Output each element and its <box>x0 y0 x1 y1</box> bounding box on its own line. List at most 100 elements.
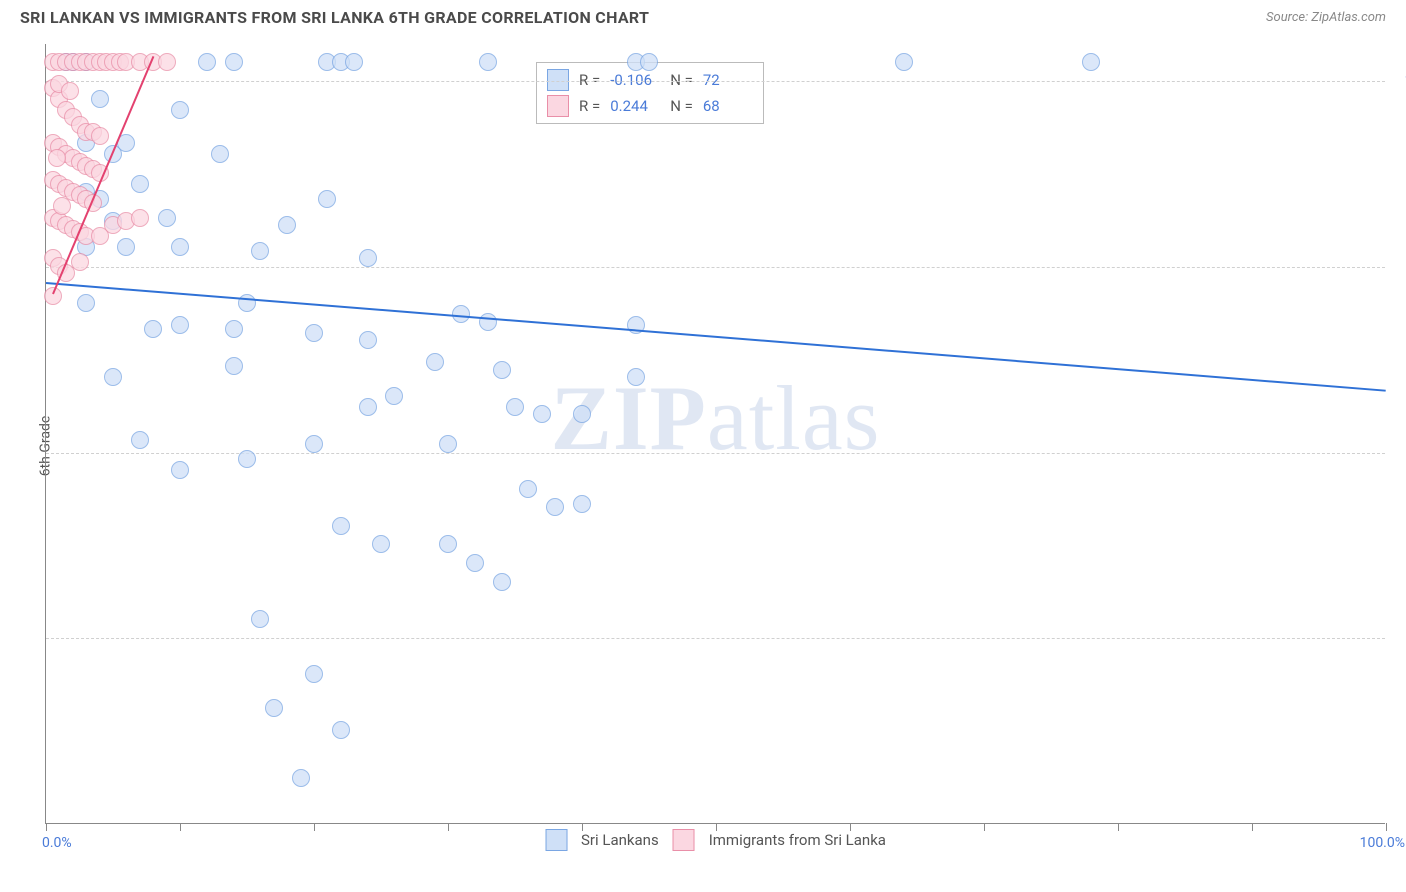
series-legend: Sri Lankans Immigrants from Sri Lanka <box>545 829 886 851</box>
x-min-label: 0.0% <box>42 835 72 851</box>
data-point <box>61 82 79 100</box>
data-point <box>493 573 511 591</box>
correlation-stats-box: R =-0.106N =72R =0.244N =68 <box>536 62 764 124</box>
data-point <box>77 294 95 312</box>
data-point <box>71 253 89 271</box>
data-point <box>332 517 350 535</box>
data-point <box>385 387 403 405</box>
data-point <box>318 190 336 208</box>
data-point <box>305 324 323 342</box>
data-point <box>198 53 216 71</box>
n-value: 68 <box>703 97 753 115</box>
data-point <box>171 461 189 479</box>
data-point <box>305 665 323 683</box>
data-point <box>439 535 457 553</box>
data-point <box>171 238 189 256</box>
data-point <box>225 357 243 375</box>
y-tick-label: 90.0% <box>1390 445 1406 461</box>
data-point <box>238 450 256 468</box>
data-point <box>345 53 363 71</box>
data-point <box>144 320 162 338</box>
y-tick-label: 100.0% <box>1390 73 1406 89</box>
x-tick <box>1118 823 1119 831</box>
data-point <box>372 535 390 553</box>
legend-swatch-immigrants <box>673 829 695 851</box>
y-tick-label: 95.0% <box>1390 259 1406 275</box>
r-label: R = <box>579 71 600 89</box>
data-point <box>1082 53 1100 71</box>
x-tick <box>180 823 181 831</box>
data-point <box>292 769 310 787</box>
data-point <box>131 431 149 449</box>
r-value: -0.106 <box>610 71 660 89</box>
data-point <box>439 435 457 453</box>
data-point <box>131 209 149 227</box>
x-tick <box>46 823 47 831</box>
watermark-atlas: atlas <box>707 367 881 469</box>
data-point <box>359 398 377 416</box>
data-point <box>506 398 524 416</box>
data-point <box>305 435 323 453</box>
data-point <box>131 175 149 193</box>
data-point <box>426 353 444 371</box>
x-tick <box>716 823 717 831</box>
n-value: 72 <box>703 71 753 89</box>
data-point <box>225 320 243 338</box>
x-tick <box>448 823 449 831</box>
data-point <box>158 53 176 71</box>
data-point <box>519 480 537 498</box>
x-tick <box>850 823 851 831</box>
gridline <box>46 81 1385 82</box>
x-tick <box>984 823 985 831</box>
data-point <box>546 498 564 516</box>
data-point <box>251 610 269 628</box>
stats-swatch <box>547 69 569 91</box>
gridline <box>46 638 1385 639</box>
n-label: N = <box>670 71 693 89</box>
x-max-label: 100.0% <box>1360 835 1405 851</box>
watermark: ZIPatlas <box>551 365 881 471</box>
stats-row: R =0.244N =68 <box>547 93 753 119</box>
data-point <box>493 361 511 379</box>
data-point <box>573 495 591 513</box>
chart-source: Source: ZipAtlas.com <box>1266 10 1386 25</box>
data-point <box>895 53 913 71</box>
chart-plot-area: ZIPatlas R =-0.106N =72R =0.244N =68 Sri… <box>45 44 1385 824</box>
x-tick <box>1386 823 1387 831</box>
data-point <box>48 149 66 167</box>
data-point <box>251 242 269 260</box>
r-value: 0.244 <box>610 97 660 115</box>
x-tick <box>1252 823 1253 831</box>
data-point <box>91 127 109 145</box>
data-point <box>278 216 296 234</box>
data-point <box>265 699 283 717</box>
data-point <box>53 197 71 215</box>
data-point <box>211 145 229 163</box>
trend-line <box>46 282 1386 392</box>
legend-swatch-sri-lankans <box>545 829 567 851</box>
data-point <box>640 53 658 71</box>
stats-swatch <box>547 95 569 117</box>
data-point <box>359 249 377 267</box>
gridline <box>46 267 1385 268</box>
x-tick <box>582 823 583 831</box>
data-point <box>533 405 551 423</box>
data-point <box>117 238 135 256</box>
legend-label-immigrants: Immigrants from Sri Lanka <box>709 831 886 849</box>
data-point <box>359 331 377 349</box>
data-point <box>158 209 176 227</box>
data-point <box>171 316 189 334</box>
data-point <box>573 405 591 423</box>
data-point <box>91 90 109 108</box>
y-tick-label: 85.0% <box>1390 630 1406 646</box>
data-point <box>627 368 645 386</box>
data-point <box>332 721 350 739</box>
data-point <box>225 53 243 71</box>
data-point <box>104 368 122 386</box>
x-tick <box>314 823 315 831</box>
legend-label-sri-lankans: Sri Lankans <box>581 831 659 849</box>
data-point <box>479 313 497 331</box>
data-point <box>171 101 189 119</box>
r-label: R = <box>579 97 600 115</box>
chart-header: SRI LANKAN VS IMMIGRANTS FROM SRI LANKA … <box>0 0 1406 27</box>
